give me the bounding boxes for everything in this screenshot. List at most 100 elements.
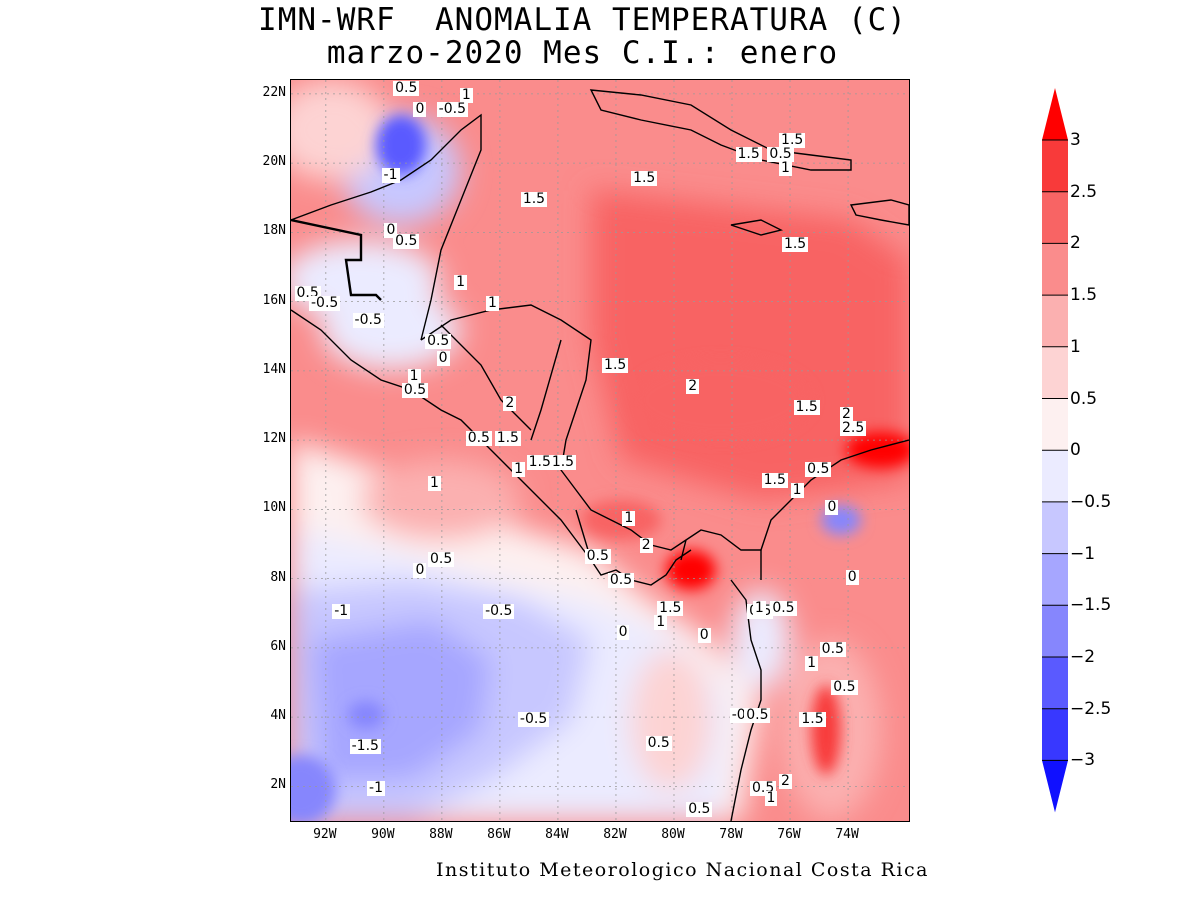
contour-value-label: -1 bbox=[367, 779, 385, 796]
contour-value-label: -1 bbox=[332, 603, 351, 620]
contour-value-label: 2 bbox=[779, 772, 792, 789]
contour-value-label: -1.5 bbox=[349, 738, 381, 755]
contour-value-label: 1.5 bbox=[799, 710, 826, 727]
contour-value-label: 0 bbox=[413, 561, 427, 578]
guatemala-cool-blob bbox=[321, 290, 461, 370]
colorbar-level-label: −2.5 bbox=[1070, 698, 1112, 719]
contour-value-label: 1.5 bbox=[735, 146, 762, 163]
contour-value-label: 0.5 bbox=[805, 461, 832, 478]
contour-value-label: 0.5 bbox=[427, 551, 455, 568]
lat-tick-label: 4N bbox=[270, 708, 286, 724]
contour-value-label: 1 bbox=[407, 367, 421, 384]
colorbar-level-label: 2 bbox=[1070, 233, 1081, 254]
lon-tick-label: 76W bbox=[777, 827, 801, 842]
hotspot-panama bbox=[666, 550, 716, 590]
contour-value-label: 0 bbox=[616, 624, 630, 641]
colorbar-level-label: 1.5 bbox=[1070, 285, 1098, 306]
colorbar-max-triangle bbox=[1042, 88, 1068, 140]
contour-value-label: 0 bbox=[697, 627, 711, 644]
contour-value-label: 0.5 bbox=[393, 80, 420, 97]
colorbar-min-triangle bbox=[1042, 760, 1068, 813]
lat-tick-label: 12N bbox=[262, 431, 286, 447]
contour-value-label: 1.5 bbox=[602, 357, 629, 374]
contour-value-label: 2 bbox=[686, 378, 700, 395]
contour-value-label: 1.5 bbox=[520, 191, 548, 208]
contour-value-label: 1 bbox=[622, 509, 636, 526]
contour-value-label: 1 bbox=[779, 160, 792, 177]
colorbar-level-label: −0.5 bbox=[1070, 491, 1112, 512]
hotspot-caribbean bbox=[631, 360, 811, 440]
lon-tick-label: 86W bbox=[487, 827, 511, 842]
contour-value-label: 1 bbox=[752, 599, 766, 616]
contour-value-label: -0.5 bbox=[483, 603, 515, 620]
lon-tick-label: 90W bbox=[371, 827, 395, 842]
contour-value-label: 0 bbox=[845, 568, 859, 585]
contour-value-label: 0.5 bbox=[607, 572, 635, 589]
contour-value-label: 0.5 bbox=[425, 333, 452, 350]
colorbar-segment bbox=[1042, 191, 1068, 244]
contour-value-label: 0.5 bbox=[744, 707, 771, 724]
contour-value-label: 1.5 bbox=[549, 454, 577, 471]
contour-value-label: 0.5 bbox=[645, 734, 672, 751]
colorbar-level-label: 0 bbox=[1070, 440, 1081, 461]
footer-credit: Instituto Meteorologico Nacional Costa R… bbox=[436, 859, 929, 881]
lon-tick-label: 92W bbox=[313, 827, 337, 842]
contour-value-label: 2 bbox=[503, 395, 517, 412]
cuba-coast bbox=[589, 89, 852, 171]
lat-tick-label: 6N bbox=[270, 638, 286, 654]
jamaica-coast bbox=[730, 219, 784, 236]
contour-value-label: 1.5 bbox=[494, 430, 521, 447]
contour-value-label: 2 bbox=[839, 405, 853, 422]
contour-value-label: 2 bbox=[639, 537, 653, 554]
contour-value-label: 1 bbox=[486, 295, 499, 312]
contour-value-label: 0.5 bbox=[767, 146, 794, 163]
contour-value-label: 0.5 bbox=[393, 232, 420, 249]
hotspot-guajira bbox=[846, 432, 909, 468]
colorbar-level-label: −3 bbox=[1070, 750, 1096, 771]
contour-value-label: 0 bbox=[436, 350, 450, 367]
contour-value-label: 1 bbox=[764, 790, 778, 807]
colorbar-segment bbox=[1042, 450, 1068, 503]
contour-value-label: -0.5 bbox=[517, 710, 550, 727]
contour-value-label: 0 bbox=[825, 499, 839, 516]
colorbar-segment bbox=[1042, 295, 1068, 348]
colorbar-level-label: −1 bbox=[1070, 543, 1096, 564]
central-america-borders bbox=[440, 324, 762, 580]
contour-value-label: 1.5 bbox=[779, 132, 806, 149]
colorbar-segment bbox=[1042, 346, 1068, 399]
colombia-pacific-coast bbox=[730, 579, 762, 821]
gulf-mild-blob bbox=[291, 80, 391, 180]
colorbar-segment bbox=[1042, 501, 1068, 555]
contour-value-label: 0.5 bbox=[465, 430, 492, 447]
yucatan-coast bbox=[291, 113, 482, 341]
central-america-caribbean-coast bbox=[420, 304, 909, 551]
lat-tick-label: 20N bbox=[262, 154, 286, 170]
contour-value-label: 0.5 bbox=[401, 381, 429, 398]
colorbar-segment bbox=[1042, 657, 1068, 710]
hotspot-andes bbox=[811, 685, 841, 775]
contour-value-label: 1 bbox=[454, 274, 467, 291]
colorbar-level-label: −2 bbox=[1070, 647, 1096, 667]
color-scale-bar bbox=[1042, 88, 1068, 813]
coastlines bbox=[291, 89, 909, 821]
coldspot-southwest bbox=[291, 755, 336, 821]
contour-value-label: 1.5 bbox=[781, 236, 809, 253]
contour-value-label: -0.5 bbox=[309, 295, 341, 312]
contour-value-label: 1 bbox=[512, 461, 526, 478]
contour-value-label: 1.5 bbox=[761, 471, 788, 488]
colorbar-level-label: 3 bbox=[1070, 130, 1081, 150]
lat-tick-label: 8N bbox=[270, 569, 286, 585]
colorbar-level-label: 2.5 bbox=[1070, 181, 1098, 202]
contour-value-label: 1.5 bbox=[657, 599, 684, 616]
colorbar-segment bbox=[1042, 708, 1068, 761]
guatemala-border bbox=[291, 218, 382, 301]
contour-value-label: 0.5 bbox=[819, 641, 846, 658]
contour-value-label: 0 bbox=[413, 101, 427, 118]
lon-tick-label: 74W bbox=[835, 827, 859, 842]
lon-tick-label: 80W bbox=[661, 827, 685, 842]
map-title: IMN-WRF ANOMALIA TEMPERATURA (C) bbox=[258, 2, 907, 38]
contour-value-label: 1 bbox=[427, 475, 441, 492]
pacific-warm-blob bbox=[361, 460, 521, 540]
lon-tick-label: 88W bbox=[429, 827, 453, 842]
